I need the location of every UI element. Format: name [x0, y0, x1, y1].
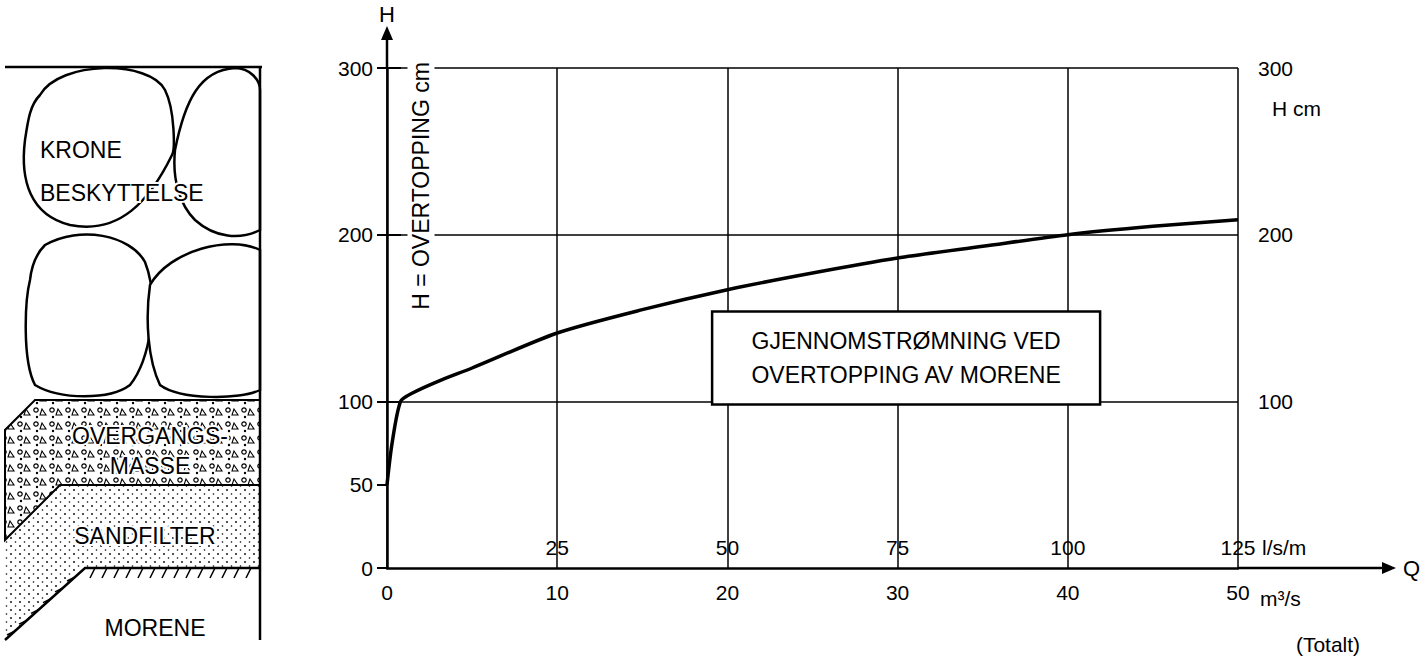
svg-text:MASSE: MASSE: [110, 453, 191, 479]
svg-text:MORENE: MORENE: [105, 615, 206, 641]
svg-text:KRONE: KRONE: [40, 137, 122, 163]
svg-text:200: 200: [1258, 223, 1293, 246]
svg-text:50: 50: [350, 473, 373, 496]
svg-text:300: 300: [1258, 57, 1293, 80]
svg-text:25: 25: [546, 536, 569, 559]
svg-text:0: 0: [361, 557, 373, 580]
svg-text:SANDFILTER: SANDFILTER: [74, 523, 215, 549]
svg-text:100: 100: [1258, 390, 1293, 413]
svg-text:H cm: H cm: [1272, 97, 1321, 120]
svg-text:100: 100: [338, 390, 373, 413]
svg-text:GJENNOMSTRØMNING VED: GJENNOMSTRØMNING VED: [751, 328, 1060, 354]
svg-text:75: 75: [886, 536, 909, 559]
svg-text:0: 0: [381, 581, 393, 604]
svg-text:H = OVERTOPPING cm: H = OVERTOPPING cm: [408, 62, 434, 310]
svg-text:BESKYTTELSE: BESKYTTELSE: [40, 180, 204, 206]
svg-text:125: 125: [1220, 536, 1255, 559]
svg-text:m³/s: m³/s: [1260, 587, 1301, 610]
svg-text:300: 300: [338, 57, 373, 80]
svg-text:H: H: [379, 2, 395, 27]
svg-text:10: 10: [546, 581, 569, 604]
svg-text:30: 30: [886, 581, 909, 604]
svg-text:50: 50: [1226, 581, 1249, 604]
svg-text:100: 100: [1050, 536, 1085, 559]
svg-text:l/s/m: l/s/m: [1262, 536, 1306, 559]
svg-text:OVERGANGS-: OVERGANGS-: [72, 423, 228, 449]
svg-text:20: 20: [716, 581, 739, 604]
svg-text:(Totalt): (Totalt): [1296, 633, 1360, 656]
svg-text:50: 50: [716, 536, 739, 559]
svg-text:OVERTOPPING AV MORENE: OVERTOPPING AV MORENE: [751, 362, 1060, 388]
svg-text:40: 40: [1056, 581, 1079, 604]
svg-text:200: 200: [338, 223, 373, 246]
svg-text:Q: Q: [1403, 556, 1420, 581]
